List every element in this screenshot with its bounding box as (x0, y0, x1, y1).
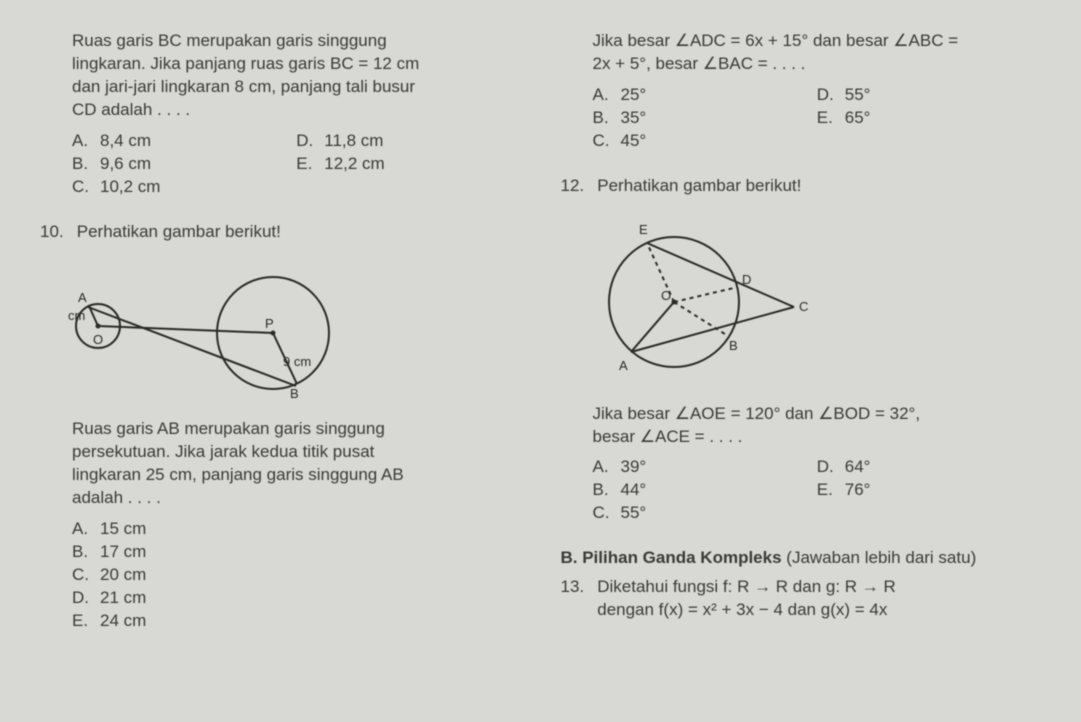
label-E: E (639, 222, 648, 237)
label-O: O (93, 332, 103, 347)
q12-optD: D.64° (817, 456, 1041, 479)
label-P: P (265, 316, 274, 331)
q12-stem: 12. Perhatikan gambar berikut! (561, 175, 1042, 198)
label-9cm: 9 cm (283, 354, 311, 369)
q9-optA: A.8,4 cm (72, 130, 296, 153)
text: (Jawaban lebih dari satu) (782, 548, 977, 567)
label-C: C (799, 299, 808, 314)
q11-optD: D.55° (817, 84, 1041, 107)
label-O: O (661, 288, 671, 303)
q12-optB: B.44° (593, 479, 817, 502)
q11-optE: E.65° (817, 107, 1041, 130)
q10-optC: C.20 cm (72, 564, 521, 587)
label-B: B (290, 386, 299, 398)
q10-options: A.15 cm B.17 cm C.20 cm D.21 cm E.24 cm (72, 518, 521, 633)
text: dengan f(x) = x² + 3x − 4 dan g(x) = 4x (597, 600, 887, 619)
section-b-head: B. Pilihan Ganda Kompleks (Jawaban lebih… (561, 547, 1042, 570)
question-9-tail: Ruas garis BC merupakan garis singgung l… (40, 30, 521, 199)
q10-diagram: A cm O P 9 cm B (58, 258, 521, 405)
q11-optA: A.25° (593, 84, 817, 107)
text: Ruas garis AB merupakan garis singgung (72, 419, 385, 438)
question-12: 12. Perhatikan gambar berikut! (561, 175, 1042, 526)
label-A: A (78, 290, 87, 305)
text: besar ∠ACE = . . . . (593, 427, 743, 446)
right-column: Jika besar ∠ADC = 6x + 15° dan besar ∠AB… (561, 30, 1042, 692)
left-column: Ruas garis BC merupakan garis singgung l… (40, 30, 521, 692)
text: Perhatikan gambar berikut! (77, 222, 281, 241)
label-D: D (742, 272, 751, 287)
text: Diketahui fungsi f: R → R dan g: R → R (597, 577, 896, 596)
q9-optD: D.11,8 cm (296, 130, 520, 153)
q9-optB: B.9,6 cm (72, 153, 296, 176)
question-11-tail: Jika besar ∠ADC = 6x + 15° dan besar ∠AB… (561, 30, 1042, 153)
q12-options: A.39° B.44° C.55° D.64° E.76° (593, 456, 1042, 525)
q10-optB: B.17 cm (72, 541, 521, 564)
q10-optE: E.24 cm (72, 610, 521, 633)
q9-stem: Ruas garis BC merupakan garis singgung l… (72, 30, 521, 122)
text: lingkaran. Jika panjang ruas garis BC = … (72, 54, 419, 73)
q12-diagram: E D O C B A (579, 212, 1042, 389)
q12-number: 12. (561, 175, 593, 198)
q10-stem: 10. Perhatikan gambar berikut! (40, 221, 521, 244)
text: B. Pilihan Ganda Kompleks (561, 548, 782, 567)
q11-options: A.25° B.35° C.45° D.55° E.65° (593, 84, 1042, 153)
q11-stem: Jika besar ∠ADC = 6x + 15° dan besar ∠AB… (593, 30, 1042, 76)
text: Perhatikan gambar berikut! (597, 176, 801, 195)
text: Jika besar ∠AOE = 120° dan ∠BOD = 32°, (593, 404, 921, 423)
text: CD adalah . . . . (72, 100, 190, 119)
text: persekutuan. Jika jarak kedua titik pusa… (72, 442, 374, 461)
label-B: B (729, 338, 738, 353)
q11-optB: B.35° (593, 107, 817, 130)
q12-after: Jika besar ∠AOE = 120° dan ∠BOD = 32°, b… (593, 403, 1042, 449)
text: dan jari-jari lingkaran 8 cm, panjang ta… (72, 77, 415, 96)
question-10: 10. Perhatikan gambar berikut! A (40, 221, 521, 633)
label-A: A (619, 358, 628, 373)
text: adalah . . . . (72, 488, 161, 507)
q10-after: Ruas garis AB merupakan garis singgung p… (72, 418, 521, 510)
text: 2x + 5°, besar ∠BAC = . . . . (593, 54, 806, 73)
q9-optC: C.10,2 cm (72, 176, 296, 199)
question-13: 13. Diketahui fungsi f: R → R dan g: R →… (561, 576, 1042, 622)
text: Jika besar ∠ADC = 6x + 15° dan besar ∠AB… (593, 31, 959, 50)
q12-optC: C.55° (593, 502, 817, 525)
q10-optA: A.15 cm (72, 518, 521, 541)
label-cm: cm (68, 308, 85, 323)
q12-optA: A.39° (593, 456, 817, 479)
q11-optC: C.45° (593, 130, 817, 153)
q10-number: 10. (40, 221, 72, 244)
q13-number: 13. (561, 576, 593, 599)
section-b: B. Pilihan Ganda Kompleks (Jawaban lebih… (561, 547, 1042, 622)
text: lingkaran 25 cm, panjang garis singgung … (72, 465, 404, 484)
q9-options: A.8,4 cm B.9,6 cm C.10,2 cm D.11,8 cm E.… (72, 130, 521, 199)
q10-optD: D.21 cm (72, 587, 521, 610)
q12-optE: E.76° (817, 479, 1041, 502)
q9-optE: E.12,2 cm (296, 153, 520, 176)
text: Ruas garis BC merupakan garis singgung (72, 31, 387, 50)
